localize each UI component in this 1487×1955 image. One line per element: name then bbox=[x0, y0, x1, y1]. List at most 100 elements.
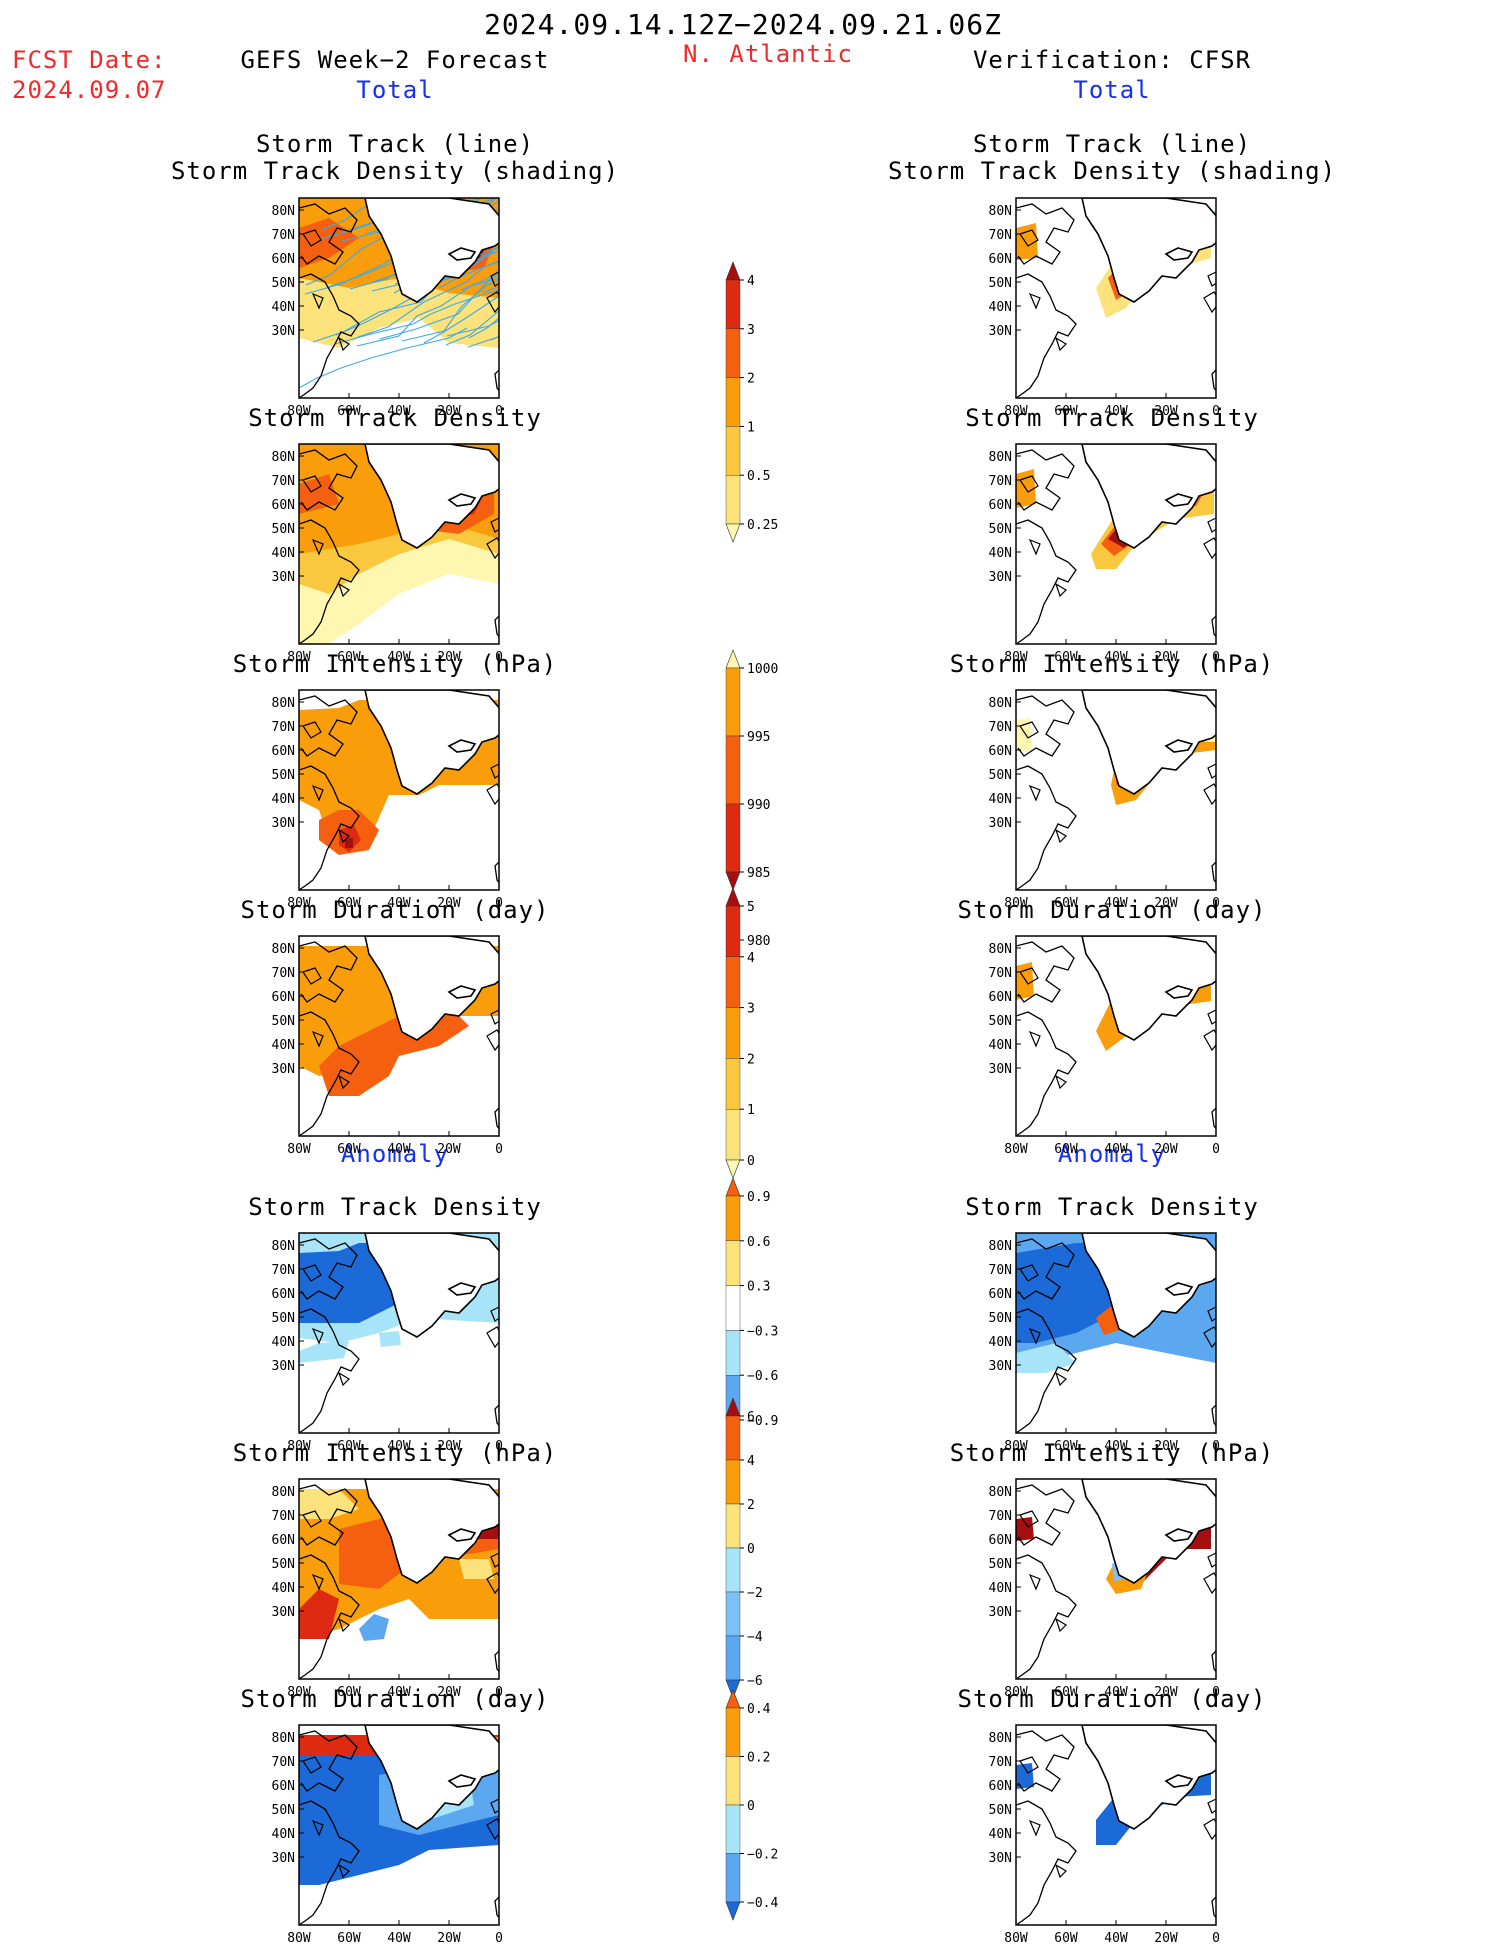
colorbar-segment bbox=[725, 1007, 741, 1059]
lon-tick-label: 0 bbox=[1212, 1439, 1220, 1454]
lat-tick-label: 40N bbox=[989, 1038, 1012, 1053]
lon-tick-label: 80W bbox=[1004, 896, 1028, 911]
colorbar-segment bbox=[725, 1285, 741, 1331]
map-anom-duration-verification: 80N 70N 60N 50N 40N 30N 80W 60W 40W 20W 0 bbox=[989, 1724, 1220, 1946]
lat-tick-label: 30N bbox=[989, 816, 1012, 831]
shaded-field bbox=[1016, 1517, 1034, 1541]
lat-tick-label: 50N bbox=[272, 522, 295, 537]
lon-tick-label: 20W bbox=[437, 1142, 461, 1157]
title-anom-intensity-right: Storm Intensity (hPa) bbox=[949, 1439, 1275, 1467]
lat-tick-label: 70N bbox=[272, 1755, 295, 1770]
lon-tick-label: 60W bbox=[1054, 1685, 1078, 1700]
colorbar-label: 0 bbox=[747, 1542, 755, 1557]
colorbar-label: 0.5 bbox=[747, 469, 770, 484]
map-anom-intensity-forecast: 80N 70N 60N 50N 40N 30N 80W 60W 40W 20W 0 bbox=[272, 1478, 503, 1700]
lat-tick-label: 50N bbox=[989, 276, 1012, 291]
colorbar-segment bbox=[725, 426, 741, 476]
lat-tick-label: 60N bbox=[989, 1533, 1012, 1548]
lon-tick-label: 0 bbox=[495, 1685, 503, 1700]
colorbar-segment bbox=[725, 328, 741, 378]
lon-tick-label: 80W bbox=[287, 1931, 311, 1946]
lat-tick-label: 60N bbox=[272, 252, 295, 267]
shaded-field bbox=[299, 1331, 401, 1363]
lon-tick-label: 40W bbox=[1104, 1931, 1128, 1946]
colorbar-label: 0.2 bbox=[747, 1751, 770, 1766]
lon-tick-label: 40W bbox=[387, 650, 411, 665]
colorbar-segment bbox=[725, 1804, 741, 1854]
lon-tick-label: 0 bbox=[495, 404, 503, 419]
lat-tick-label: 70N bbox=[989, 1509, 1012, 1524]
colorbar-label: 990 bbox=[747, 798, 770, 813]
lon-tick-label: 0 bbox=[1212, 650, 1220, 665]
lon-tick-label: 20W bbox=[1154, 1439, 1178, 1454]
lon-tick-label: 0 bbox=[495, 1142, 503, 1157]
right-column-title: Verification: CFSR bbox=[972, 46, 1252, 74]
lon-tick-label: 0 bbox=[1212, 404, 1220, 419]
lon-tick-label: 40W bbox=[1104, 1685, 1128, 1700]
lon-tick-label: 60W bbox=[337, 404, 361, 419]
lon-tick-label: 20W bbox=[437, 1439, 461, 1454]
lat-tick-label: 30N bbox=[272, 816, 295, 831]
map-track-line-verification: 80N 70N 60N 50N 40N 30N 80W 60W 40W 20W 0 bbox=[989, 197, 1220, 419]
lon-tick-label: 80W bbox=[1004, 1931, 1028, 1946]
lat-tick-label: 40N bbox=[989, 1581, 1012, 1596]
lat-tick-label: 40N bbox=[272, 1827, 295, 1842]
lat-tick-label: 80N bbox=[989, 204, 1012, 219]
colorbar-label: 2 bbox=[747, 1052, 755, 1067]
lat-tick-label: 50N bbox=[272, 1311, 295, 1326]
colorbar-segment bbox=[725, 1707, 741, 1757]
lon-tick-label: 80W bbox=[287, 896, 311, 911]
lon-tick-label: 60W bbox=[1054, 1931, 1078, 1946]
left-anomaly-label: Anomaly bbox=[340, 1140, 450, 1168]
colorbar-anom-duration: 0.4 0.2 0 −0.2 −0.4 bbox=[725, 1689, 778, 1921]
colorbar-label: 1 bbox=[747, 420, 755, 435]
colorbar-label: 3 bbox=[747, 323, 755, 338]
lat-tick-label: 60N bbox=[272, 1779, 295, 1794]
lon-tick-label: 80W bbox=[287, 404, 311, 419]
colorbar-label: −6 bbox=[747, 1674, 763, 1689]
lon-tick-label: 60W bbox=[1054, 404, 1078, 419]
title-anom-intensity-left: Storm Intensity (hPa) bbox=[232, 1439, 558, 1467]
shaded-field bbox=[459, 1559, 494, 1579]
lon-tick-label: 0 bbox=[1212, 1931, 1220, 1946]
colorbar-label: 2 bbox=[747, 1498, 755, 1513]
shaded-field bbox=[1016, 223, 1038, 260]
title-anom-density-right: Storm Track Density bbox=[965, 1193, 1259, 1221]
lon-tick-label: 60W bbox=[337, 1142, 361, 1157]
lat-tick-label: 80N bbox=[989, 1485, 1012, 1500]
lon-tick-label: 20W bbox=[1154, 1685, 1178, 1700]
lon-tick-label: 40W bbox=[387, 896, 411, 911]
lon-tick-label: 40W bbox=[1104, 1439, 1128, 1454]
shaded-field bbox=[1016, 1763, 1034, 1789]
colorbar-label: 995 bbox=[747, 730, 770, 745]
colorbar-total-density: 4 3 2 1 0.5 0.25 bbox=[725, 261, 778, 543]
colorbar-label: 6 bbox=[747, 1410, 755, 1425]
lat-tick-label: 80N bbox=[989, 696, 1012, 711]
lon-tick-label: 40W bbox=[1104, 896, 1128, 911]
lat-tick-label: 60N bbox=[272, 1287, 295, 1302]
lon-tick-label: 0 bbox=[1212, 896, 1220, 911]
colorbar-label: −2 bbox=[747, 1586, 763, 1601]
lat-tick-label: 70N bbox=[989, 720, 1012, 735]
lat-tick-label: 50N bbox=[989, 1557, 1012, 1572]
lon-tick-label: 0 bbox=[495, 1439, 503, 1454]
lat-tick-label: 50N bbox=[272, 768, 295, 783]
lat-tick-label: 50N bbox=[272, 1557, 295, 1572]
lon-tick-label: 60W bbox=[1054, 1142, 1078, 1157]
lat-tick-label: 30N bbox=[989, 1359, 1012, 1374]
colorbar-label: 0 bbox=[747, 1154, 755, 1169]
lat-tick-label: 50N bbox=[272, 1014, 295, 1029]
title-track-line-right: Storm Track (line) bbox=[972, 130, 1252, 158]
colorbar-label: 1000 bbox=[747, 662, 778, 677]
map-intensity-verification: 80N 70N 60N 50N 40N 30N 80W 60W 40W 20W 0 bbox=[989, 689, 1220, 911]
lat-tick-label: 30N bbox=[989, 1605, 1012, 1620]
colorbar-label: 0.9 bbox=[747, 1190, 770, 1205]
lat-tick-label: 80N bbox=[989, 1239, 1012, 1254]
map-anom-intensity-verification: 80N 70N 60N 50N 40N 30N 80W 60W 40W 20W 0 bbox=[989, 1478, 1220, 1700]
colorbar-segment bbox=[725, 377, 741, 427]
lat-tick-label: 60N bbox=[272, 990, 295, 1005]
colorbar-segment bbox=[725, 1503, 741, 1549]
colorbar-label: 2 bbox=[747, 372, 755, 387]
lon-tick-label: 80W bbox=[287, 650, 311, 665]
colorbar-segment bbox=[725, 1108, 741, 1161]
